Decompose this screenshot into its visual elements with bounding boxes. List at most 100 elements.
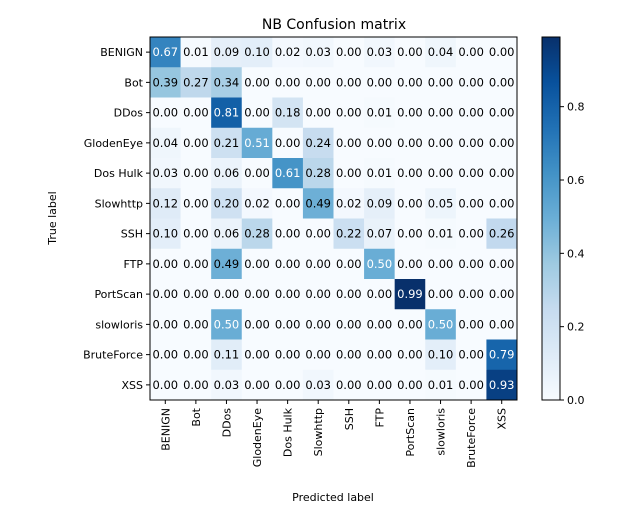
heatmap-cell [150, 369, 181, 401]
heatmap-cell [455, 188, 487, 219]
heatmap-cell [394, 279, 426, 310]
heatmap-cell [394, 67, 426, 98]
y-tick-label: FTP [124, 258, 144, 271]
heatmap-cell [364, 67, 395, 98]
heatmap-cell [333, 67, 365, 98]
heatmap-cell [272, 67, 304, 98]
heatmap-cell [455, 339, 487, 371]
cell-value-label: 0.00 [489, 166, 515, 180]
heatmap-cell [455, 279, 487, 310]
x-tick-label: XSS [496, 408, 509, 430]
cell-value-label: 0.22 [336, 227, 362, 241]
colorbar-tick-label: 0.2 [567, 321, 585, 334]
y-tick-label: slowloris [95, 318, 143, 331]
cell-value-label: 0.18 [275, 106, 301, 120]
heatmap-cell [302, 158, 334, 189]
colorbar-tick-label: 0.8 [567, 101, 585, 114]
cell-value-label: 0.00 [305, 106, 331, 120]
y-tick-label: DDos [114, 107, 144, 120]
heatmap-cell [180, 37, 212, 68]
heatmap-cell [302, 369, 334, 401]
x-axis-ticks: BENIGN Bot DDos GlodenEye Dos Hulk Slowhttp SS… [159, 400, 509, 468]
heatmap-cell [180, 158, 212, 189]
heatmap-cell [455, 218, 487, 250]
heatmap-cell [394, 97, 426, 129]
heatmap-cell [394, 309, 426, 340]
cell-value-label: 0.01 [367, 166, 393, 180]
heatmap-cell [333, 339, 365, 371]
cell-value-label: 0.00 [183, 348, 209, 362]
cell-value-label: 0.21 [214, 136, 240, 150]
y-tick-label: BruteForce [83, 349, 143, 362]
heatmap-cell [486, 67, 518, 98]
heatmap-cell [486, 37, 518, 68]
colorbar-tick-label: 0.4 [567, 247, 585, 260]
cell-value-label: 0.00 [397, 166, 423, 180]
cell-value-label: 0.01 [367, 106, 393, 120]
heatmap-cell [272, 127, 304, 159]
cell-value-label: 0.00 [458, 45, 484, 59]
cell-value-label: 0.49 [214, 257, 240, 271]
x-tick-label: Bot [190, 407, 203, 426]
heatmap-cell [394, 127, 426, 159]
cell-value-label: 0.00 [183, 166, 209, 180]
heatmap-cell [455, 309, 487, 340]
y-tick-label: PortScan [94, 288, 143, 301]
cell-value-label: 0.09 [367, 196, 393, 210]
heatmap-cell [425, 309, 457, 340]
cell-value-label: 0.00 [336, 348, 362, 362]
cell-value-label: 0.00 [367, 75, 393, 89]
heatmap-cell [486, 369, 518, 401]
heatmap-cell [180, 188, 212, 219]
cell-value-label: 0.04 [428, 45, 454, 59]
cell-value-label: 0.00 [428, 75, 454, 89]
cell-value-label: 0.00 [152, 106, 178, 120]
cell-value-label: 0.00 [183, 287, 209, 301]
cell-value-label: 0.00 [489, 317, 515, 331]
heatmap-cell [272, 158, 304, 189]
cell-value-label: 0.26 [489, 227, 515, 241]
cell-value-label: 0.10 [152, 227, 178, 241]
heatmap-cell [394, 188, 426, 219]
cell-value-label: 0.00 [183, 317, 209, 331]
cell-value-label: 0.00 [458, 378, 484, 392]
heatmap-cell [394, 369, 426, 401]
cell-value-label: 0.01 [428, 378, 454, 392]
cell-value-label: 0.00 [428, 257, 454, 271]
cell-value-label: 0.20 [214, 196, 240, 210]
cell-value-label: 0.00 [397, 257, 423, 271]
cell-value-label: 0.00 [244, 106, 270, 120]
cell-value-label: 0.00 [367, 136, 393, 150]
cell-value-label: 0.00 [428, 136, 454, 150]
cell-value-label: 0.79 [489, 348, 515, 362]
cell-value-label: 0.34 [214, 75, 240, 89]
heatmap-cell [425, 67, 457, 98]
heatmap-cell [302, 279, 334, 310]
cell-value-label: 0.00 [397, 136, 423, 150]
heatmap-cell [241, 158, 273, 189]
heatmap-cell [180, 67, 212, 98]
heatmap-cell [180, 218, 212, 250]
heatmap-cell [272, 37, 304, 68]
cell-value-label: 0.00 [367, 287, 393, 301]
heatmap-cell [272, 248, 304, 280]
heatmap-cell [211, 158, 243, 189]
heatmap-cell [241, 309, 273, 340]
y-tick-label: Dos Hulk [94, 167, 144, 180]
heatmap-cell [241, 339, 273, 371]
heatmap-cell [364, 188, 395, 219]
cell-value-label: 0.00 [336, 257, 362, 271]
cell-value-label: 0.00 [428, 287, 454, 301]
heatmap-cell [211, 218, 243, 250]
cell-value-label: 0.00 [305, 257, 331, 271]
y-tick-label: Bot [124, 76, 143, 89]
heatmap-cell [150, 279, 181, 310]
heatmap-cell [364, 369, 395, 401]
heatmap-cell [333, 37, 365, 68]
heatmap-cells [150, 37, 518, 401]
heatmap-cell [425, 218, 457, 250]
cell-value-label: 0.28 [244, 227, 270, 241]
heatmap-cell [180, 127, 212, 159]
cell-value-label: 0.03 [152, 166, 178, 180]
cell-value-label: 0.03 [367, 45, 393, 59]
